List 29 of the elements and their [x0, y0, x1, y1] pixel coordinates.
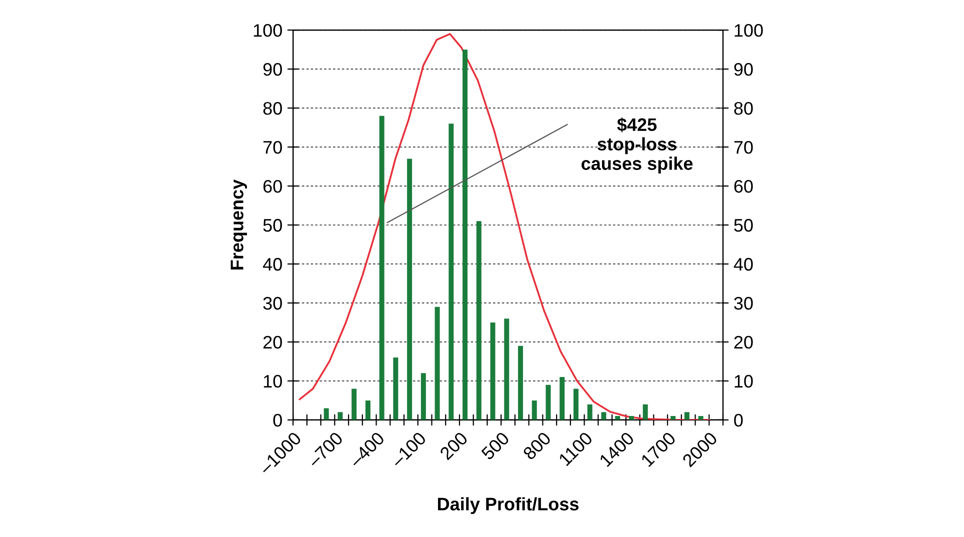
y-tick-label: 30 — [263, 296, 282, 310]
annotation: $425 stop-loss causes spike — [582, 117, 693, 174]
y-tick-label: 60 — [263, 180, 282, 193]
y-tick-label: 20 — [263, 336, 282, 349]
x-tick-label: 200 — [439, 431, 468, 460]
y2-tick-label: 70 — [734, 140, 753, 154]
y-axis-title: Frequency — [230, 179, 247, 270]
y2-tick-label: 30 — [734, 296, 753, 310]
x-tick-label: 800 — [522, 431, 552, 460]
y-tick-label: 10 — [264, 374, 282, 388]
y-tick-label: 0 — [273, 414, 282, 427]
y-tick-label: 100 — [254, 24, 282, 37]
y-tick-label: 40 — [262, 258, 282, 271]
y2-tick-label: 100 — [734, 24, 763, 37]
y2-tick-label: 20 — [734, 336, 753, 349]
line-series — [298, 33, 710, 420]
y-tick-label: 50 — [263, 218, 282, 232]
y2-tick-label: 50 — [734, 218, 753, 232]
y-tick-label: 80 — [263, 102, 282, 115]
y2-tick-label: 80 — [734, 102, 753, 115]
y2-tick-label: 0 — [734, 414, 743, 427]
x-axis-title: Daily Profit/Loss — [438, 497, 579, 514]
y2-tick-label: 10 — [734, 374, 753, 388]
y2-tick-label: 40 — [734, 258, 753, 271]
y-tick-label: 90 — [263, 62, 282, 76]
y2-tick-label: 90 — [734, 62, 753, 76]
y2-tick-label: 60 — [734, 180, 753, 193]
x-tick-label: 500 — [480, 431, 510, 461]
y-tick-label: 70 — [263, 140, 282, 154]
